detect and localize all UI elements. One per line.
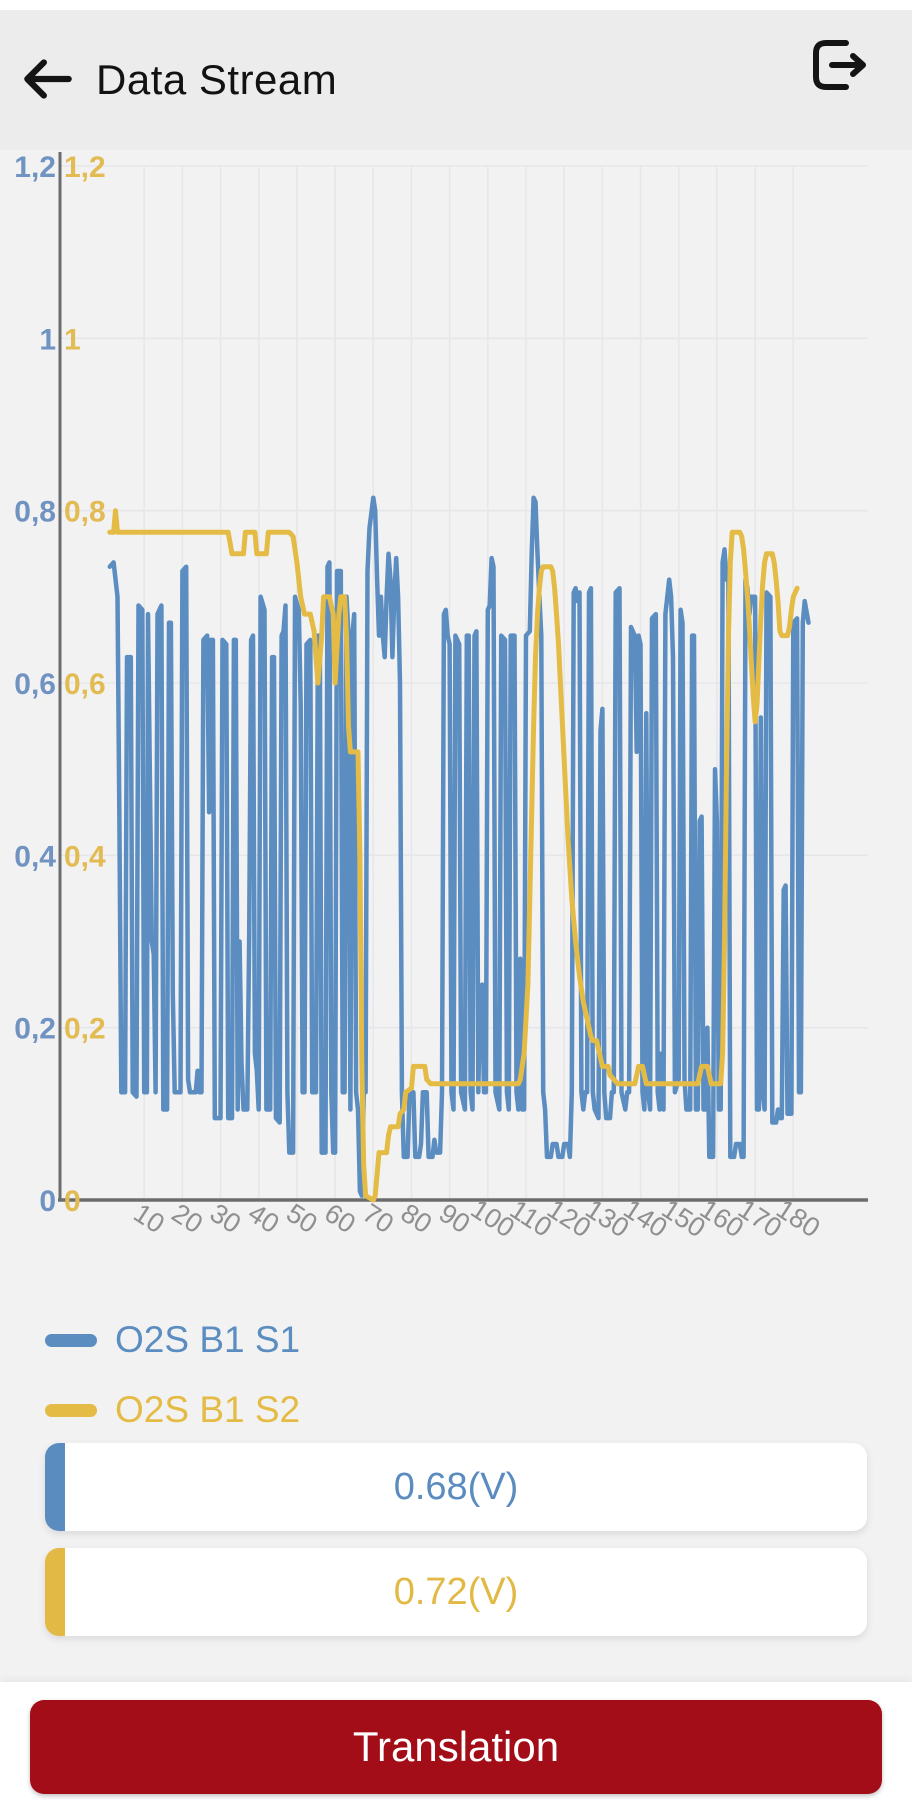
- legend-swatch-blue: [45, 1333, 97, 1347]
- app-header: Data Stream: [0, 10, 912, 150]
- y-tick-label-right: 0: [64, 1185, 81, 1218]
- y-tick-label-left: 0,6: [14, 668, 56, 701]
- series-o2s-b1-s1: [107, 495, 811, 1198]
- x-tick-label: 70: [357, 1198, 399, 1240]
- y-tick-label-right: 0,4: [64, 840, 106, 873]
- y-tick-label-left: 0: [39, 1185, 56, 1218]
- y-tick-label-right: 1: [64, 323, 81, 356]
- sensor-value-card-s1: 0.68(V): [45, 1443, 867, 1531]
- export-button[interactable]: [790, 16, 890, 116]
- legend-swatch-yellow: [45, 1403, 97, 1417]
- export-icon: [804, 29, 876, 104]
- legend-label: O2S B1 S1: [115, 1319, 301, 1360]
- translation-button[interactable]: Translation: [30, 1700, 882, 1794]
- card-color-tab-yellow: [45, 1548, 65, 1636]
- sensor-value-s2: 0.72(V): [393, 1570, 519, 1613]
- y-tick-label-right: 0,6: [64, 668, 106, 701]
- legend-label: O2S B1 S2: [115, 1389, 301, 1430]
- y-tick-label-left: 1: [39, 323, 56, 356]
- page-title: Data Stream: [96, 56, 338, 103]
- y-tick-label-left: 0,4: [14, 840, 56, 873]
- sensor-value-s1: 0.68(V): [393, 1465, 519, 1508]
- status-bar: [0, 0, 912, 10]
- x-tick-label: 50: [281, 1198, 323, 1240]
- y-tick-label-right: 1,2: [64, 151, 106, 184]
- chart-legend: O2S B1 S1 O2S B1 S2: [45, 1305, 300, 1445]
- x-tick-label: 60: [319, 1198, 361, 1240]
- x-tick-label: 80: [396, 1198, 438, 1240]
- card-color-tab-blue: [45, 1443, 65, 1531]
- x-tick-label: 40: [243, 1198, 285, 1240]
- y-tick-label-right: 0,8: [64, 496, 106, 529]
- legend-item-o2s-b1-s2[interactable]: O2S B1 S2: [45, 1375, 300, 1445]
- y-tick-label-left: 1,2: [14, 151, 56, 184]
- x-tick-label: 20: [166, 1198, 208, 1240]
- sensor-value-card-s2: 0.72(V): [45, 1548, 867, 1636]
- arrow-left-icon: [17, 48, 79, 113]
- x-tick-label: 10: [128, 1198, 170, 1240]
- series-o2s-b1-s2: [107, 508, 800, 1203]
- legend-item-o2s-b1-s1[interactable]: O2S B1 S1: [45, 1305, 300, 1375]
- y-tick-label-left: 0,8: [14, 496, 56, 529]
- y-tick-label-right: 0,2: [64, 1013, 106, 1046]
- back-button[interactable]: [0, 35, 96, 125]
- y-tick-label-left: 0,2: [14, 1013, 56, 1046]
- x-tick-label: 30: [205, 1198, 247, 1240]
